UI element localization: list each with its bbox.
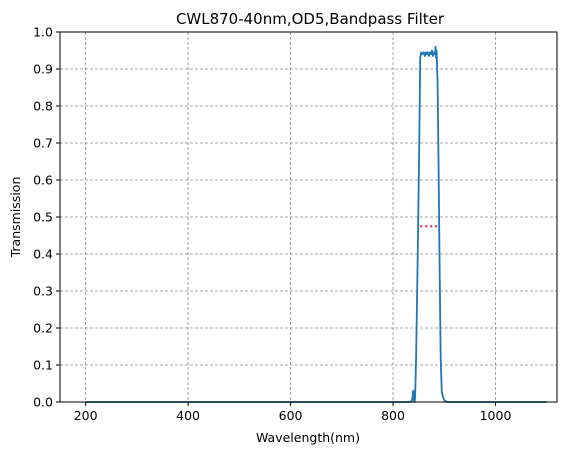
series-layer (85, 45, 547, 403)
x-tick-label: 400 (176, 408, 200, 423)
y-axis-label: Transmission (8, 177, 23, 259)
x-axis-label: Wavelength(nm) (256, 430, 360, 445)
y-axis: 0.0 0.1 0.2 0.3 0.4 0.5 0.6 0.7 0.8 0.9 1.0 (33, 25, 60, 410)
y-tick-label: 0.8 (33, 99, 53, 114)
y-tick-label: 0.3 (33, 284, 53, 299)
y-tick-label: 0.1 (33, 358, 53, 373)
x-tick-label: 200 (74, 408, 98, 423)
y-tick-label: 1.0 (33, 25, 53, 40)
transmission-line (85, 45, 547, 403)
y-tick-label: 0.5 (33, 210, 53, 225)
chart-title: CWL870-40nm,OD5,Bandpass Filter (176, 10, 445, 28)
x-axis: 200 400 600 800 1000 (74, 402, 512, 423)
y-tick-label: 0.7 (33, 136, 53, 151)
grid (60, 31, 557, 403)
y-tick-label: 0.9 (33, 62, 53, 77)
x-tick-label: 800 (381, 408, 405, 423)
x-tick-label: 600 (279, 408, 303, 423)
y-tick-label: 0.4 (33, 247, 53, 262)
y-tick-label: 0.0 (33, 395, 53, 410)
y-tick-label: 0.6 (33, 173, 53, 188)
y-tick-label: 0.2 (33, 321, 53, 336)
x-tick-label: 1000 (480, 408, 512, 423)
